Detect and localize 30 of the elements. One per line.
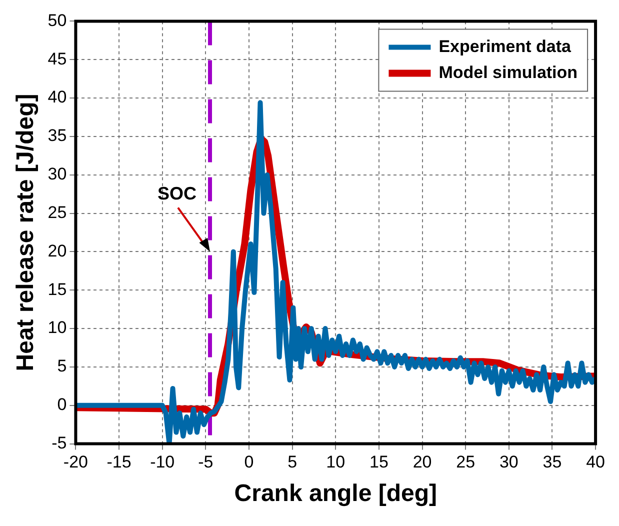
- x-tick-label: 35: [542, 452, 562, 472]
- y-tick-label: 10: [48, 318, 67, 338]
- x-tick-label: 15: [369, 452, 388, 472]
- y-tick-label: 45: [48, 49, 67, 68]
- y-tick-label: 0: [57, 395, 67, 414]
- y-tick-label: 40: [48, 88, 67, 107]
- legend-label: Model simulation: [438, 62, 578, 82]
- y-tick-label: 15: [48, 280, 67, 299]
- x-tick-label: 25: [456, 452, 476, 472]
- x-tick-label: 10: [326, 452, 346, 472]
- y-tick-label: -5: [52, 433, 67, 452]
- x-tick-label: -10: [150, 452, 175, 472]
- x-tick-label: 0: [244, 452, 254, 472]
- legend-label: Experiment data: [438, 36, 572, 56]
- y-tick-label: 35: [48, 126, 67, 146]
- y-tick-label: 30: [48, 164, 67, 184]
- y-axis-title: Heat release rate [J/deg]: [12, 94, 40, 372]
- y-tick-label: 20: [48, 241, 67, 260]
- x-tick-label: 5: [288, 452, 298, 472]
- annotation: SOC: [157, 184, 197, 204]
- x-tick-label: -20: [63, 452, 88, 472]
- y-tick-label: 5: [57, 356, 67, 376]
- x-axis-title: Crank angle [deg]: [234, 480, 437, 508]
- x-tick-label: -15: [106, 452, 132, 472]
- x-tick-label: 30: [499, 452, 518, 472]
- y-tick-label: 50: [48, 10, 67, 30]
- x-tick-label: -5: [198, 452, 214, 472]
- x-tick-label: 20: [412, 452, 432, 472]
- y-tick-label: 25: [48, 202, 67, 222]
- x-tick-label: 40: [586, 452, 606, 472]
